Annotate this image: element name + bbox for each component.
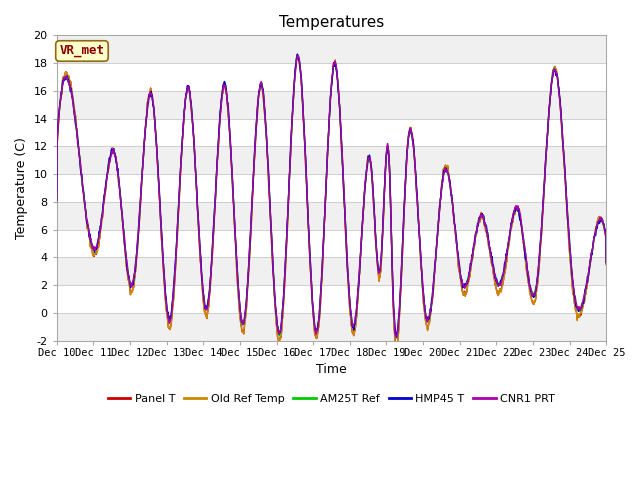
Bar bbox=[57, 174, 606, 202]
Bar bbox=[57, 63, 606, 91]
Bar bbox=[57, 146, 606, 174]
Bar bbox=[57, 202, 606, 230]
Bar bbox=[57, 36, 606, 63]
Bar bbox=[57, 313, 606, 341]
Bar bbox=[57, 285, 606, 313]
Y-axis label: Temperature (C): Temperature (C) bbox=[15, 137, 28, 239]
Title: Temperatures: Temperatures bbox=[279, 15, 384, 30]
Bar bbox=[57, 119, 606, 146]
Bar bbox=[57, 230, 606, 257]
Bar bbox=[57, 257, 606, 285]
X-axis label: Time: Time bbox=[316, 363, 347, 376]
Legend: Panel T, Old Ref Temp, AM25T Ref, HMP45 T, CNR1 PRT: Panel T, Old Ref Temp, AM25T Ref, HMP45 … bbox=[104, 389, 559, 408]
Bar bbox=[57, 91, 606, 119]
Text: VR_met: VR_met bbox=[60, 45, 104, 58]
